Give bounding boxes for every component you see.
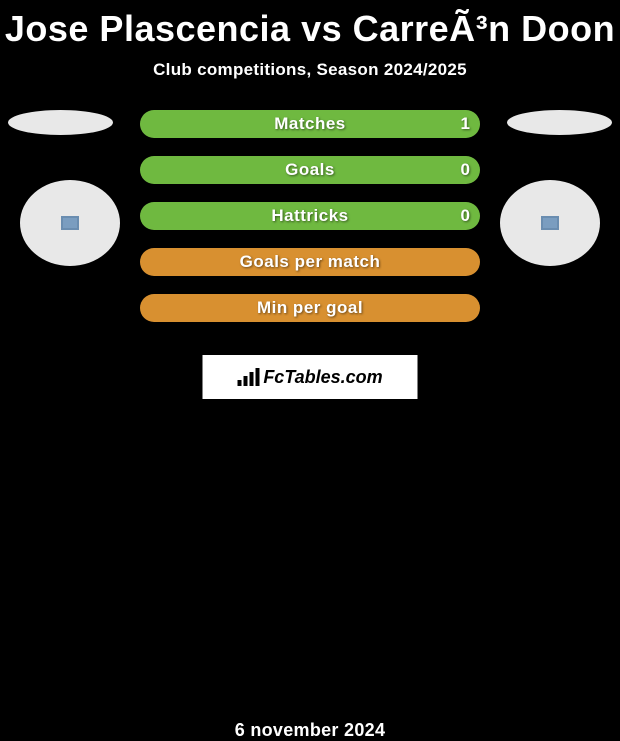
stat-row: Min per goal [140,294,480,322]
stat-row: Goals per match [140,248,480,276]
image-placeholder-icon [61,216,79,230]
stat-row: Hattricks 0 [140,202,480,230]
fctables-logo: FcTables.com [203,355,418,399]
logo-text: FcTables.com [237,367,382,388]
logo-label: FcTables.com [263,367,382,388]
stat-label: Hattricks [271,206,348,226]
stat-bar-goals-per-match: Goals per match [140,248,480,276]
stat-bar-hattricks: Hattricks 0 [140,202,480,230]
stat-bar-goals: Goals 0 [140,156,480,184]
stat-label: Goals [285,160,335,180]
stat-value-right: 1 [461,114,470,134]
image-placeholder-icon [541,216,559,230]
stat-value-right: 0 [461,160,470,180]
comparison-chart: Matches 1 Goals 0 Hattricks 0 Goals per … [0,110,620,410]
stat-label: Matches [274,114,346,134]
stat-bar-matches: Matches 1 [140,110,480,138]
stats-bars: Matches 1 Goals 0 Hattricks 0 Goals per … [140,110,480,340]
stat-label: Goals per match [240,252,381,272]
comparison-title: Jose Plascencia vs CarreÃ³n Doon [0,0,620,50]
player-left-avatar-placeholder [20,180,120,266]
stat-label: Min per goal [257,298,363,318]
stat-row: Goals 0 [140,156,480,184]
comparison-subtitle: Club competitions, Season 2024/2025 [0,60,620,80]
comparison-date: 6 november 2024 [0,720,620,741]
stat-bar-min-per-goal: Min per goal [140,294,480,322]
player-left-flag-placeholder [8,110,113,135]
logo-bars-icon [237,368,259,386]
stat-row: Matches 1 [140,110,480,138]
player-right-avatar-placeholder [500,180,600,266]
stat-value-right: 0 [461,206,470,226]
player-right-flag-placeholder [507,110,612,135]
